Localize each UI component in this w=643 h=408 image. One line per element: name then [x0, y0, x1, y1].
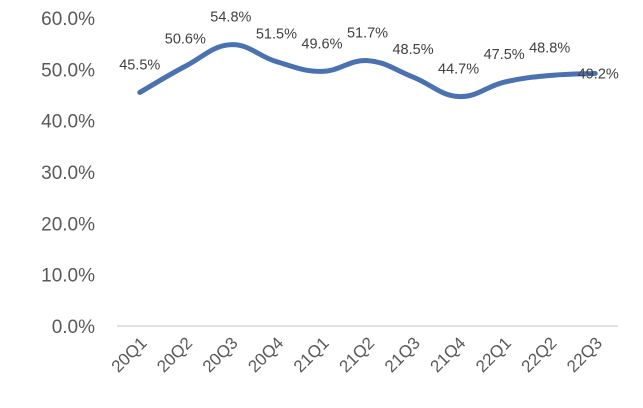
series-line — [137, 42, 598, 100]
x-tick-label: 21Q1 — [290, 333, 333, 376]
y-tick-label: 30.0% — [41, 163, 95, 184]
data-label: 54.8% — [210, 10, 251, 26]
y-tick-label: 40.0% — [41, 112, 95, 133]
data-point — [319, 69, 324, 74]
x-axis: 20Q1 20Q2 20Q3 20Q4 21Q1 21Q2 21Q3 21Q4 22Q1 22Q2… — [108, 333, 606, 376]
x-tick-label: 20Q4 — [244, 333, 287, 376]
data-label: 49.6% — [301, 36, 342, 52]
data-label: 45.5% — [119, 57, 160, 73]
y-tick-label: 0.0% — [52, 317, 95, 338]
x-tick-label: 20Q2 — [153, 333, 196, 376]
data-label: 49.2% — [578, 66, 619, 82]
data-label: 51.7% — [347, 26, 388, 42]
data-labels: 45.5% 50.6%54.8% 51.5%49.6% 51.7%48.5% 44.7%… — [119, 10, 619, 83]
data-label: 44.7% — [438, 62, 479, 78]
data-point — [137, 90, 142, 95]
data-point — [228, 42, 233, 47]
data-label: 51.5% — [256, 27, 297, 43]
x-tick-label: 20Q1 — [108, 333, 151, 376]
data-point — [411, 75, 416, 80]
data-point — [502, 80, 507, 85]
y-axis: 0.0% 10.0% 20.0% 30.0% 40.0% 50.0% 60.0% — [41, 9, 95, 338]
y-tick-label: 60.0% — [41, 9, 95, 30]
data-point — [274, 59, 279, 64]
data-label: 47.5% — [484, 47, 525, 63]
x-tick-label: 20Q3 — [199, 333, 242, 376]
data-point — [183, 64, 188, 69]
data-point — [365, 58, 370, 63]
x-tick-label: 22Q2 — [518, 333, 561, 376]
data-label: 48.8% — [529, 40, 570, 56]
data-point — [456, 94, 461, 99]
data-label: 50.6% — [165, 31, 206, 47]
data-point — [547, 73, 552, 78]
y-tick-label: 10.0% — [41, 266, 95, 287]
x-tick-label: 22Q1 — [472, 333, 515, 376]
x-tick-label: 21Q3 — [381, 333, 424, 376]
data-label: 48.5% — [392, 42, 433, 58]
x-tick-label: 22Q3 — [563, 333, 606, 376]
x-tick-label: 21Q2 — [335, 333, 378, 376]
y-tick-label: 20.0% — [41, 214, 95, 235]
x-tick-label: 21Q4 — [427, 333, 470, 376]
y-tick-label: 50.0% — [41, 60, 95, 81]
